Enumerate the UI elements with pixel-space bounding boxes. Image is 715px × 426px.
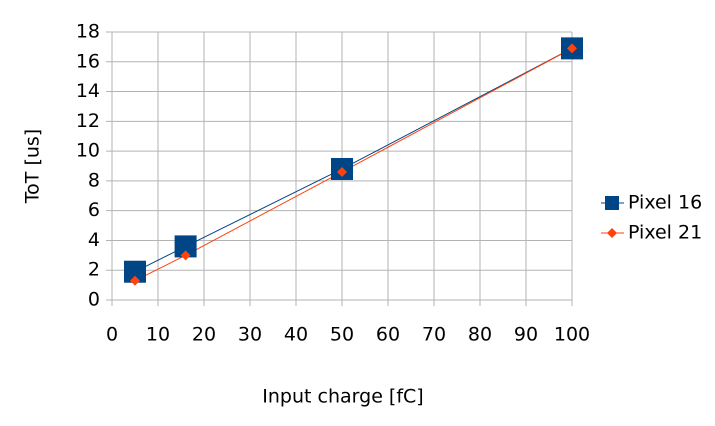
marker: [130, 275, 140, 286]
series-line: [134, 47, 573, 273]
x-tick-label: 30: [238, 324, 262, 346]
legend-marker: [607, 228, 617, 238]
series-line: [134, 47, 573, 282]
x-tick-label: 40: [284, 324, 308, 346]
y-axis-label: ToT [us]: [22, 129, 44, 204]
marker: [174, 235, 197, 258]
y-tick-label: 18: [76, 21, 100, 43]
x-tick-label: 10: [146, 324, 170, 346]
x-tick-label: 80: [468, 324, 492, 346]
y-tick-label: 6: [88, 199, 100, 221]
y-tick-label: 16: [76, 50, 100, 72]
x-tick-label: 20: [192, 324, 216, 346]
marker: [567, 43, 577, 54]
y-tick-label: 10: [76, 140, 100, 162]
x-tick-label: 90: [514, 324, 538, 346]
y-tick-label: 14: [76, 80, 100, 102]
x-tick-label: 100: [554, 324, 590, 346]
marker: [180, 250, 191, 261]
x-tick-label: 0: [106, 324, 118, 346]
x-axis-label: Input charge [fC]: [262, 386, 423, 408]
legend-label: Pixel 21: [628, 222, 702, 244]
y-tick-label: 4: [88, 229, 100, 251]
legend-label: Pixel 16: [628, 192, 702, 214]
y-tick-label: 2: [88, 259, 100, 281]
x-tick-label: 50: [330, 324, 354, 346]
marker: [337, 166, 347, 177]
x-tick-label: 70: [422, 324, 446, 346]
y-tick-label: 12: [76, 110, 100, 132]
x-tick-label: 60: [376, 324, 400, 346]
marker: [124, 260, 146, 283]
y-tick-label: 0: [88, 289, 100, 311]
y-tick-label: 8: [88, 169, 100, 191]
legend-marker: [605, 196, 619, 210]
